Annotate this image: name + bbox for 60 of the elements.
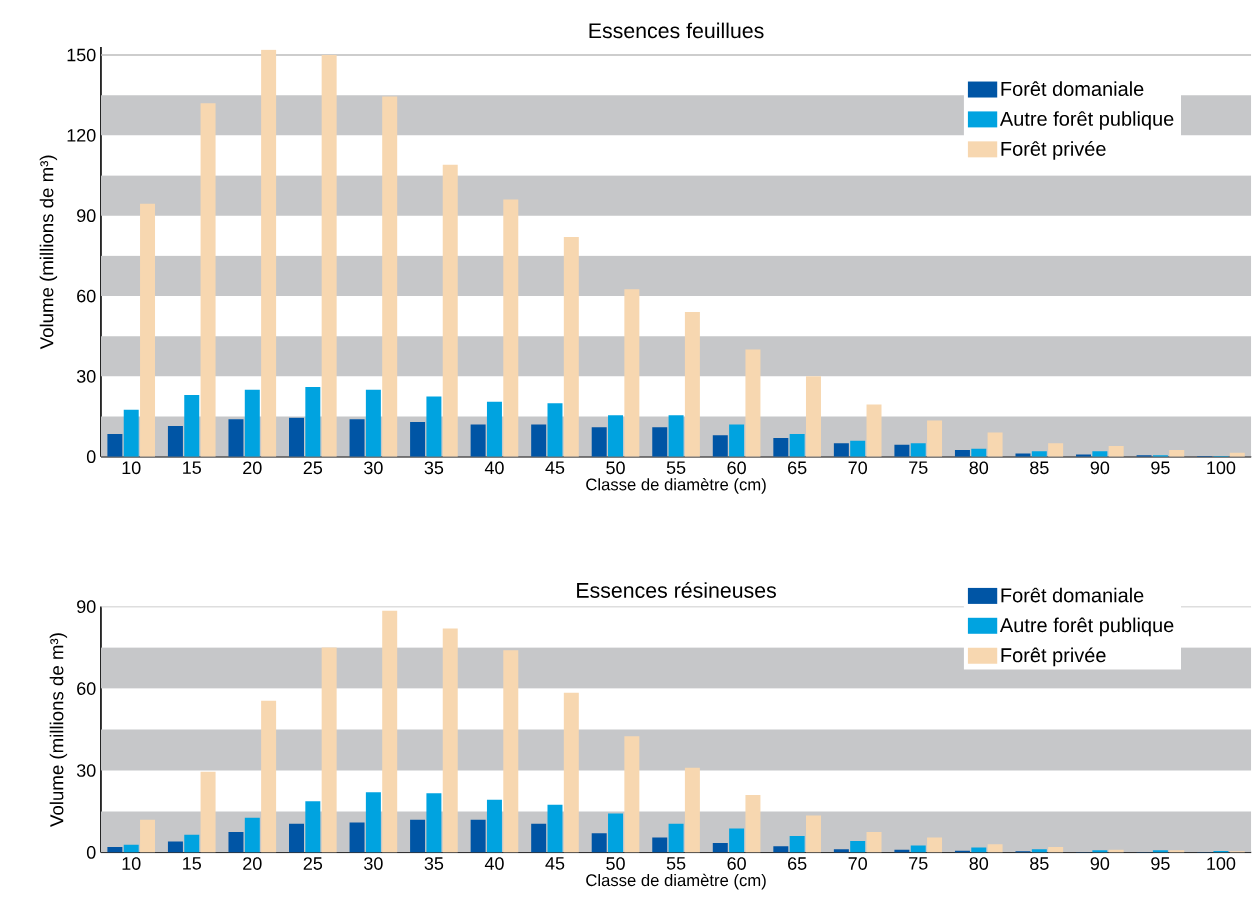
x-tick-label: 45 (545, 461, 565, 474)
x-tick-label: 25 (303, 461, 323, 474)
y-tick-label: 30 (76, 369, 96, 383)
x-tick-label: 95 (1151, 856, 1170, 870)
y-tick-label: 0 (86, 450, 96, 463)
y-tick-label: 0 (86, 845, 96, 859)
legend-label: Forêt domaniale (1001, 587, 1144, 603)
chart-title: Essences feuillues (589, 22, 764, 39)
y-axis-title: Volume (millions de m³) (39, 155, 58, 349)
x-tick-label: 85 (1030, 856, 1049, 870)
x-tick-label: 75 (909, 461, 928, 474)
x-tick-label: 80 (969, 856, 989, 870)
x-tick-label: 80 (969, 461, 989, 474)
y-tick-label: 90 (77, 209, 96, 222)
x-tick-label: 100 (1207, 856, 1236, 870)
x-tick-label: 25 (303, 856, 323, 870)
legend-label: Forêt domaniale (1001, 81, 1144, 96)
x-tick-label: 70 (848, 461, 867, 474)
legend-label: Autre forêt publique (999, 110, 1174, 130)
x-tick-label: 85 (1030, 461, 1049, 474)
chart-title: Essences résineuses (577, 581, 776, 598)
x-tick-label: 15 (183, 461, 202, 474)
x-tick-label: 100 (1207, 461, 1236, 474)
x-tick-label: 40 (484, 461, 504, 474)
x-tick-label: 65 (788, 856, 807, 870)
x-tick-label: 75 (909, 856, 928, 870)
y-tick-label: 30 (76, 763, 96, 777)
x-tick-label: 60 (727, 856, 746, 870)
x-tick-label: 95 (1151, 461, 1170, 474)
y-tick-label: 120 (67, 128, 96, 142)
x-tick-label: 20 (243, 461, 262, 474)
legend-label: Forêt privée (1001, 140, 1106, 160)
x-tick-label: 50 (606, 461, 625, 474)
x-tick-label: 70 (848, 856, 867, 870)
x-axis-title: Classe de diamètre (cm) (586, 873, 766, 890)
y-tick-label: 60 (77, 289, 96, 303)
x-tick-label: 10 (122, 461, 141, 474)
x-tick-label: 65 (788, 461, 807, 474)
x-tick-label: 90 (1090, 856, 1110, 870)
y-axis-title: Volume (millions de m³) (49, 633, 68, 827)
x-tick-label: 35 (424, 461, 444, 474)
x-tick-label: 35 (424, 856, 444, 870)
x-tick-label: 10 (122, 856, 141, 870)
x-tick-label: 20 (243, 856, 262, 870)
x-tick-label: 45 (545, 856, 565, 870)
x-tick-label: 40 (484, 856, 504, 870)
legend-label: Forêt privée (1001, 647, 1106, 667)
x-tick-label: 30 (364, 461, 383, 474)
x-tick-label: 60 (727, 461, 746, 474)
x-tick-label: 55 (666, 856, 686, 870)
x-tick-label: 55 (666, 461, 686, 474)
x-tick-label: 15 (183, 856, 202, 870)
x-tick-label: 30 (364, 856, 383, 870)
legend-label: Autre forêt publique (999, 617, 1174, 636)
x-axis-title: Classe de diamètre (cm) (586, 477, 766, 494)
y-tick-label: 150 (67, 48, 96, 62)
x-tick-label: 90 (1090, 461, 1110, 474)
y-tick-label: 60 (77, 681, 96, 695)
x-tick-label: 50 (606, 856, 625, 870)
y-tick-label: 90 (77, 600, 96, 613)
